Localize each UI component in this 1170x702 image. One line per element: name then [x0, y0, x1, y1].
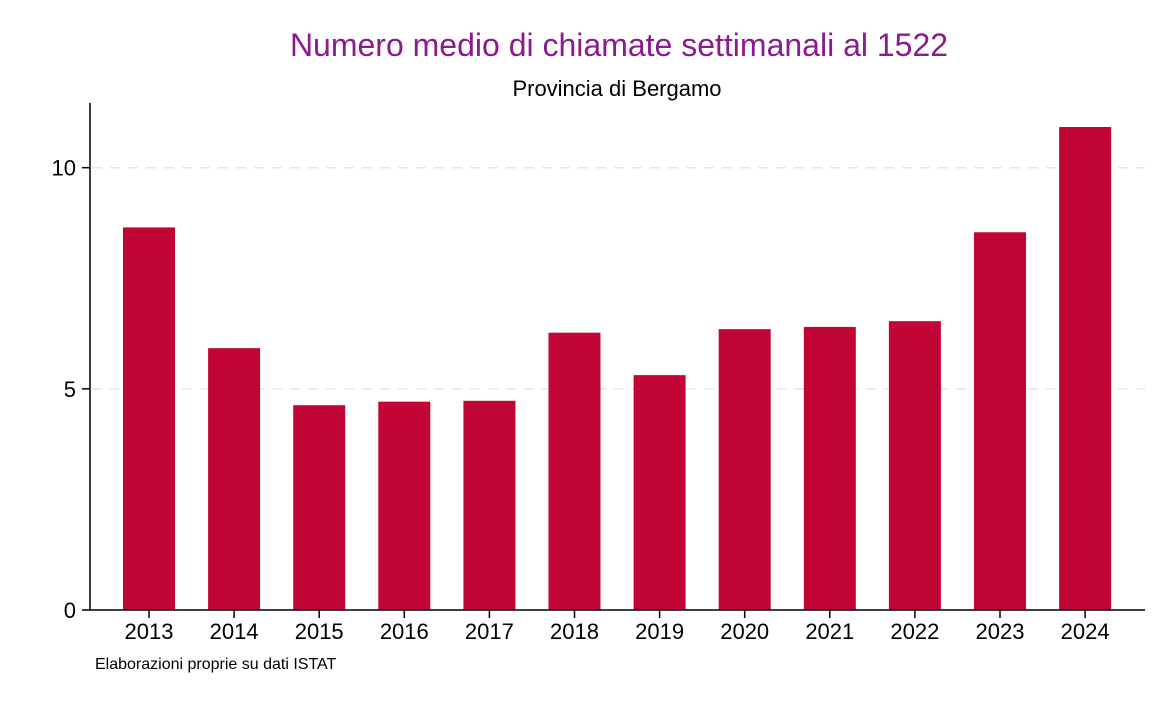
- x-tick-label-2022: 2022: [890, 619, 939, 644]
- y-axis-ticks: 0 5 10: [52, 156, 90, 623]
- bar-2018: [548, 332, 601, 610]
- axes: [89, 103, 1145, 611]
- bar-2013: [123, 227, 175, 610]
- y-tick-label-0: 0: [64, 598, 76, 623]
- x-tick-label-2019: 2019: [635, 619, 684, 644]
- x-tick-label-2017: 2017: [465, 619, 514, 644]
- bar-2024: [1059, 127, 1112, 610]
- x-tick-label-2015: 2015: [295, 619, 344, 644]
- bar-2020: [718, 329, 771, 610]
- x-tick-label-2016: 2016: [380, 619, 429, 644]
- x-tick-label-2021: 2021: [805, 619, 854, 644]
- bar-2021: [803, 326, 856, 610]
- bar-2015: [293, 405, 346, 610]
- chart-subtitle: Provincia di Bergamo: [512, 76, 721, 101]
- bar-2022: [888, 321, 941, 610]
- bar-2014: [208, 348, 261, 610]
- x-tick-label-2013: 2013: [125, 619, 174, 644]
- chart-source-note: Elaborazioni proprie su dati ISTAT: [95, 656, 337, 673]
- x-tick-label-2014: 2014: [210, 619, 259, 644]
- chart-title: Numero medio di chiamate settimanali al …: [290, 27, 948, 63]
- x-tick-label-2023: 2023: [976, 619, 1025, 644]
- x-tick-label-2018: 2018: [550, 619, 599, 644]
- x-tick-label-2020: 2020: [720, 619, 769, 644]
- grid-lines: [92, 166, 1145, 390]
- y-tick-label-10: 10: [52, 156, 76, 181]
- bar-2019: [633, 375, 686, 610]
- x-tick-label-2024: 2024: [1061, 619, 1110, 644]
- x-axis-ticks: 2013 2014 2015 2016 2017 2018 2019 2020 2021 2022…: [125, 610, 1110, 644]
- bar-2016: [378, 401, 431, 610]
- y-tick-label-5: 5: [64, 377, 76, 402]
- bar-2017: [463, 400, 516, 610]
- bar-2023: [974, 232, 1026, 610]
- bars-group: [123, 127, 1112, 610]
